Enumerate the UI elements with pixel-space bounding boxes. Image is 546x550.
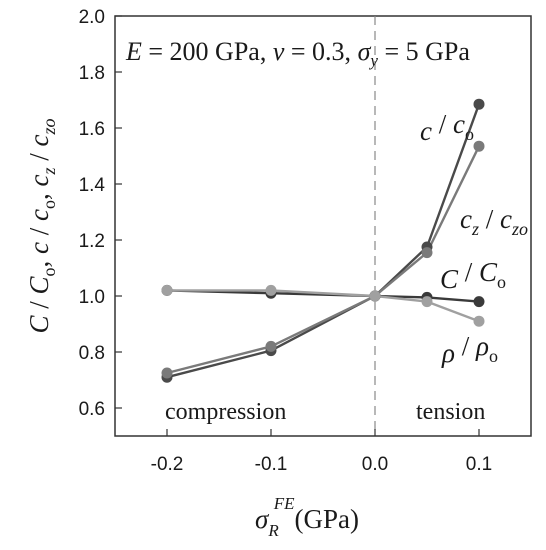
series-labels: c / co cz / czo C / Co ρ / ρo <box>420 109 528 368</box>
parameters-annotation: E = 200 GPa, ν = 0.3, σy = 5 GPa <box>125 37 470 70</box>
series-line-1 <box>166 145 481 375</box>
y-label-symbol: c <box>24 242 54 254</box>
y-label-separator: , <box>24 186 54 200</box>
data-point <box>473 296 485 308</box>
y-label-subscript: o <box>39 200 59 209</box>
series-label-rho: ρ / ρo <box>441 331 498 368</box>
param-nu-symbol: ν <box>273 37 285 66</box>
x-tick-label: 0.0 <box>362 454 388 475</box>
y-tick-label: 1.2 <box>79 231 105 252</box>
series-label-cz: cz / czo <box>460 204 528 239</box>
y-label-separator: / <box>24 221 54 242</box>
y-tick-label: 1.6 <box>79 119 105 140</box>
y-label-subscript: zo <box>39 118 59 135</box>
y-tick-label: 0.8 <box>79 343 105 364</box>
data-point <box>369 290 381 302</box>
plot-frame <box>114 15 532 437</box>
region-label-compression: compression <box>165 399 286 425</box>
data-point <box>473 140 485 152</box>
y-axis-label: C / Co, c / co, cz / czo <box>24 118 59 333</box>
data-point <box>161 284 173 296</box>
data-point <box>421 247 433 259</box>
y-tick-label: 1.4 <box>79 175 106 196</box>
y-tick-label: 1.8 <box>79 63 105 84</box>
param-e-symbol: E <box>125 37 142 66</box>
series-label-c: c / co <box>420 109 474 146</box>
y-label-separator: , <box>24 254 54 268</box>
y-tick-label: 1.0 <box>79 287 105 308</box>
y-label-separator: / <box>24 294 54 315</box>
y-label-separator: / <box>24 146 54 167</box>
data-point <box>473 98 485 110</box>
y-label-symbol: c <box>24 134 54 146</box>
param-sigma-symbol: σ <box>358 37 372 66</box>
y-label-subscript: z <box>39 167 59 175</box>
y-label-symbol: c <box>24 174 54 186</box>
param-sigma-subscript: y <box>368 51 378 70</box>
series-points <box>161 98 485 383</box>
y-axis: 0.6 0.8 1.0 1.2 1.4 1.6 1.8 2.0 <box>79 7 122 420</box>
series-label-cap-c: C / Co <box>440 257 506 294</box>
x-axis-label: σRFE(GPa) <box>255 494 359 540</box>
param-nu-value: = 0.3, <box>284 37 357 66</box>
y-label-symbol: C <box>24 315 54 334</box>
x-tick-label: -0.2 <box>151 454 184 475</box>
series-lines <box>166 103 481 379</box>
x-tick-label: -0.1 <box>255 454 288 475</box>
x-axis: -0.2 -0.1 0.0 0.1 <box>151 429 492 475</box>
data-point <box>161 367 173 379</box>
region-label-tension: tension <box>416 399 485 425</box>
y-tick-label: 2.0 <box>79 7 105 28</box>
y-label-subscript: o <box>39 267 59 276</box>
param-e-value: = 200 GPa, <box>142 37 273 66</box>
data-point <box>473 315 485 327</box>
y-label-symbol: c <box>24 209 54 221</box>
param-sigma-value: = 5 GPa <box>378 37 470 66</box>
x-tick-label: 0.1 <box>466 454 492 475</box>
y-tick-label: 0.6 <box>79 399 105 420</box>
data-point <box>421 296 433 308</box>
data-point <box>265 340 277 352</box>
y-label-symbol: C <box>24 275 54 294</box>
data-point <box>265 284 277 296</box>
